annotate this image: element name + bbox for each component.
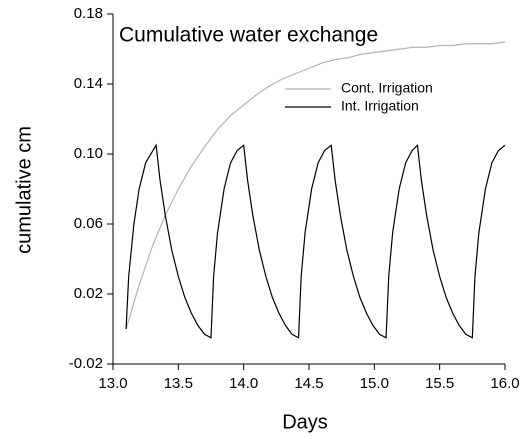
y-tick-label: -0.02 bbox=[69, 355, 103, 372]
x-axis-label: Days bbox=[282, 411, 328, 433]
y-tick-label: 0.06 bbox=[74, 215, 103, 232]
y-tick-label: 0.10 bbox=[74, 145, 103, 162]
legend-label: Int. Irrigation bbox=[341, 98, 419, 114]
y-tick-label: 0.14 bbox=[74, 75, 103, 92]
x-tick-label: 13.0 bbox=[98, 375, 127, 392]
chart-title: Cumulative water exchange bbox=[119, 24, 378, 47]
series-line bbox=[125, 143, 506, 339]
x-tick-label: 16.0 bbox=[490, 375, 519, 392]
x-tick-label: 14.5 bbox=[294, 375, 323, 392]
y-tick-label: 0.02 bbox=[74, 285, 103, 302]
series-line bbox=[125, 41, 506, 330]
y-tick-label: 0.18 bbox=[74, 5, 103, 22]
x-tick-label: 15.5 bbox=[425, 375, 454, 392]
x-tick-label: 13.5 bbox=[164, 375, 193, 392]
y-axis-label: cumulative cm bbox=[13, 126, 35, 254]
legend-label: Cont. Irrigation bbox=[341, 80, 433, 96]
x-tick-label: 14.0 bbox=[229, 375, 258, 392]
x-tick-label: 15.0 bbox=[360, 375, 389, 392]
